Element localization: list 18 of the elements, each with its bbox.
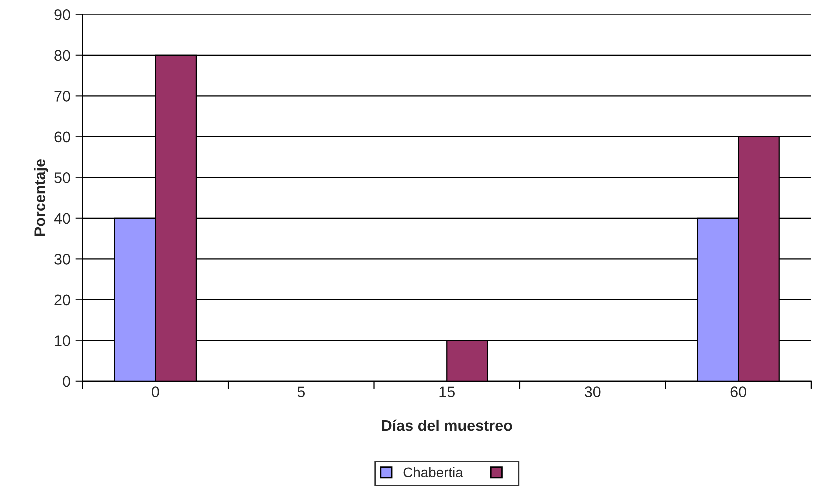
y-tick-label: 50 bbox=[54, 172, 70, 184]
y-tick-label: 60 bbox=[54, 132, 70, 143]
x-tick-label: 0 bbox=[152, 386, 160, 398]
legend-label: Chabertia bbox=[404, 467, 464, 478]
x-tick-label: 15 bbox=[440, 386, 455, 398]
y-tick-label: 80 bbox=[54, 50, 70, 62]
y-axis-title: Porcentaje bbox=[34, 160, 48, 236]
x-tick-label: 30 bbox=[584, 386, 601, 398]
y-tick-label: 90 bbox=[54, 10, 70, 20]
y-tick-label: 70 bbox=[54, 91, 70, 102]
y-tick-label: 10 bbox=[55, 336, 70, 346]
x-tick-label: 5 bbox=[298, 386, 305, 398]
x-axis-title: Días del muestreo bbox=[382, 420, 512, 432]
x-tick-label: 60 bbox=[730, 386, 746, 398]
y-tick-label: 0 bbox=[63, 376, 70, 388]
y-tick-label: 30 bbox=[54, 254, 70, 265]
y-tick-label: 40 bbox=[54, 213, 70, 224]
y-tick-label: 20 bbox=[54, 294, 70, 306]
